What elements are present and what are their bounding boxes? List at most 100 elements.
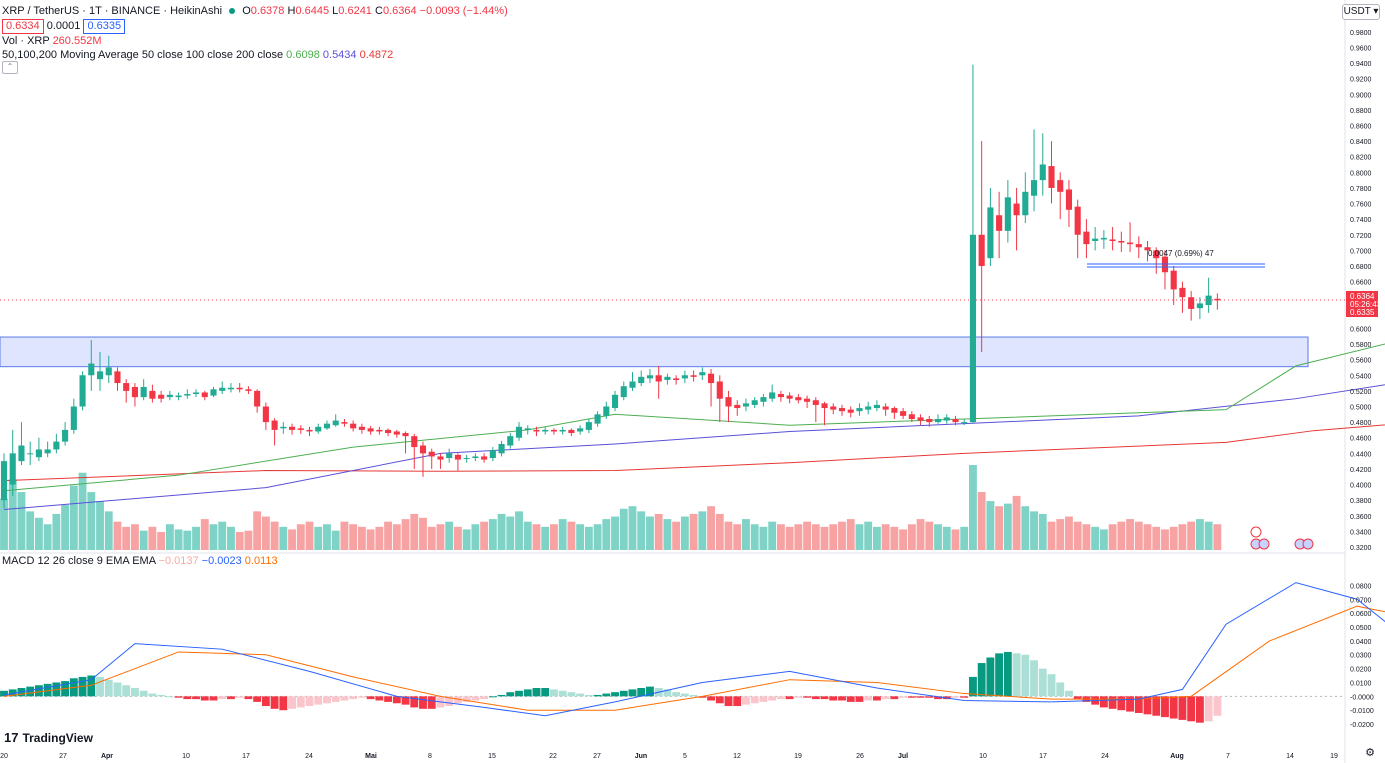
candle-body — [751, 400, 758, 405]
macd-signal-value: 0.0113 — [244, 555, 278, 567]
candle-body — [1214, 298, 1221, 301]
macd-hist-bar — [0, 690, 8, 697]
volume-bar — [52, 513, 61, 550]
volume-bar — [637, 511, 646, 550]
price-tag: 0.6364 05:26:43 0.6335 — [1346, 291, 1382, 317]
volume-label: Vol · XRP — [2, 35, 50, 47]
volume-bar — [1047, 521, 1056, 550]
volume-bar — [864, 521, 873, 550]
time-axis[interactable]: 20 27 Apr 10 17 24 Mai 8 15 22 27 Jun 5 12 19 26 Jul 10 17… — [0, 753, 1338, 760]
high-label: H — [287, 5, 296, 17]
candle-body — [1144, 247, 1151, 251]
time-tick-label: 14 — [1286, 753, 1294, 760]
ma100-path — [3, 384, 1385, 511]
macd-hist-bar — [235, 696, 244, 698]
macd-hist-bar — [1126, 696, 1134, 712]
volume-legend[interactable]: Vol · XRP 260.552M — [2, 35, 102, 47]
macd-hist-bar — [209, 696, 218, 701]
flag-icon[interactable] — [1258, 538, 1270, 550]
volume-bar — [960, 526, 969, 550]
ma-legend[interactable]: 50,100,200 Moving Average 50 close 100 c… — [2, 49, 393, 61]
volume-bar — [820, 526, 829, 550]
price-tick-label: 0.9800 — [1350, 30, 1372, 37]
time-tick-label: Jul — [898, 753, 908, 760]
candle-body — [620, 386, 627, 398]
tradingview-logo[interactable]: 17 TradingView — [4, 730, 93, 745]
volume-bars — [0, 465, 1222, 550]
volume-bar — [646, 516, 654, 550]
macd-hist-bar — [26, 686, 35, 697]
candle-body — [489, 450, 496, 459]
macd-hist-bar — [1204, 696, 1213, 722]
event-icon[interactable] — [1250, 526, 1262, 538]
macd-hist-bar — [733, 696, 742, 707]
candle-body — [446, 453, 453, 459]
candle-body — [498, 443, 505, 454]
macd-hist-bar — [192, 696, 200, 700]
range-label: 0.0047 (0.69%) 47 — [1148, 249, 1214, 258]
symbol-title[interactable]: XRP / TetherUS · 1T · BINANCE · HeikinAs… — [2, 5, 223, 17]
macd-axis[interactable]: 0.0800 0.0700 0.0600 0.0500 0.0400 0.0300 0.02… — [1350, 583, 1374, 729]
macd-hist-bar — [227, 696, 235, 700]
volume-bar — [742, 519, 750, 550]
macd-line — [3, 582, 1385, 717]
flag-icon[interactable] — [1302, 538, 1314, 550]
macd-hist-bar — [532, 688, 541, 697]
candle-body — [795, 397, 802, 401]
macd-hist-bar — [995, 653, 1004, 697]
candle-body — [1127, 242, 1134, 245]
macd-tick-label: -0.0100 — [1350, 708, 1374, 715]
volume-bar — [750, 524, 759, 550]
macd-hist-bar — [1099, 696, 1108, 708]
macd-hist-bar — [148, 693, 157, 697]
volume-bar — [776, 524, 785, 550]
ask-button[interactable]: 0.6335 — [83, 19, 126, 34]
gear-icon[interactable]: ⚙ — [1365, 747, 1375, 759]
candle-body — [769, 392, 776, 399]
macd-hist-bar — [419, 696, 427, 709]
candle-body — [908, 414, 915, 419]
macd-hist-bar — [628, 689, 637, 697]
price-axis[interactable]: 0.9800 0.9600 0.9400 0.9200 0.9000 0.8800 0.86… — [1350, 30, 1372, 552]
time-tick-label: 12 — [733, 753, 741, 760]
macd-hist-bar — [366, 696, 375, 700]
volume-bar — [1134, 521, 1143, 550]
macd-hist-bar — [611, 692, 619, 697]
candle-body — [315, 426, 322, 432]
price-tick-label: 0.9600 — [1350, 45, 1372, 52]
candle-body — [192, 392, 200, 395]
tradingview-icon: 17 — [4, 730, 19, 745]
candle-body — [777, 394, 784, 398]
volume-bar — [1204, 521, 1213, 550]
volume-bar — [279, 526, 288, 550]
volume-bar — [916, 519, 925, 550]
candle-body — [437, 456, 444, 460]
volume-bar — [235, 531, 244, 550]
volume-bar — [61, 504, 70, 550]
volume-bar — [200, 519, 209, 550]
chevron-up-icon[interactable]: ⌃ — [2, 61, 18, 74]
candle-body — [1013, 203, 1020, 216]
ma50-value: 0.6098 — [286, 49, 320, 61]
candle-body — [96, 371, 104, 380]
macd-hist-bar — [104, 679, 113, 697]
candle-body — [830, 406, 837, 410]
macd-hist-bar — [122, 685, 131, 697]
candle-body — [1153, 250, 1160, 259]
event-icons[interactable] — [1250, 526, 1314, 550]
macd-hist-bar — [899, 696, 908, 698]
volume-bar — [366, 529, 375, 550]
ma-label: 50,100,200 Moving Average 50 close 100 c… — [2, 49, 284, 61]
volume-bar — [724, 521, 733, 550]
bid-button[interactable]: 0.6334 — [2, 19, 44, 34]
macd-legend[interactable]: MACD 12 26 close 9 EMA EMA −0.0137 −0.00… — [2, 555, 278, 567]
candle-body — [856, 408, 863, 412]
volume-bar — [410, 513, 419, 550]
volume-bar — [1143, 524, 1152, 550]
macd-label: MACD 12 26 close 9 EMA EMA — [2, 555, 156, 567]
candle-body — [865, 406, 872, 410]
currency-selector[interactable]: USDT ▾ — [1342, 4, 1380, 20]
macd-hist-bar — [357, 696, 366, 698]
price-tick-label: 0.9200 — [1350, 77, 1372, 84]
